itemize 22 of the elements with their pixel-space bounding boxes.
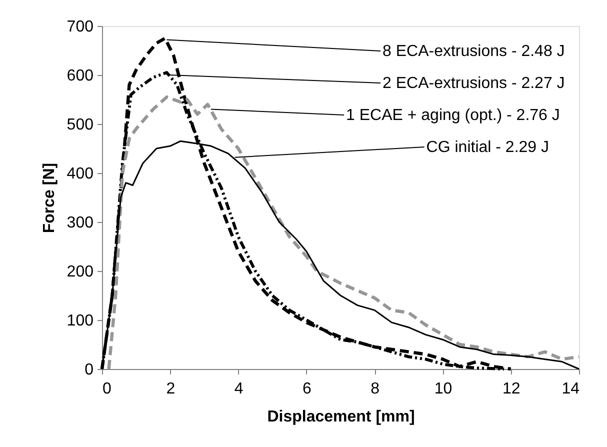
x-tick-label: 10	[434, 380, 452, 398]
y-axis-title: Force [N]	[40, 162, 58, 234]
annotation: 2 ECA-extrusions - 2.27 J	[382, 75, 565, 92]
x-tick-label: 14	[562, 380, 580, 398]
y-tick-label: 200	[66, 264, 94, 280]
y-tick-label: 0	[84, 362, 94, 378]
x-axis-title: Displacement [mm]	[267, 408, 415, 426]
y-tick-label: 600	[66, 68, 94, 84]
x-tick-label: 0	[102, 380, 112, 398]
x-tick-label: 6	[302, 380, 312, 398]
x-tick-label: 8	[370, 380, 380, 398]
y-tick-label: 100	[66, 312, 94, 330]
x-tick-label: 12	[502, 380, 520, 398]
annotation: CG initial - 2.29 J	[426, 139, 550, 156]
y-tick-label: 400	[66, 166, 94, 182]
x-tick-label: 2	[166, 380, 176, 398]
annotation: 1 ECAE + aging (opt.) - 2.76 J	[346, 107, 560, 124]
annotation: 8 ECA-extrusions - 2.48 J	[382, 43, 565, 60]
y-tick-label: 300	[66, 214, 94, 232]
y-tick-label: 500	[66, 116, 94, 134]
x-tick-label: 4	[234, 380, 244, 398]
y-tick-label: 700	[66, 18, 94, 36]
